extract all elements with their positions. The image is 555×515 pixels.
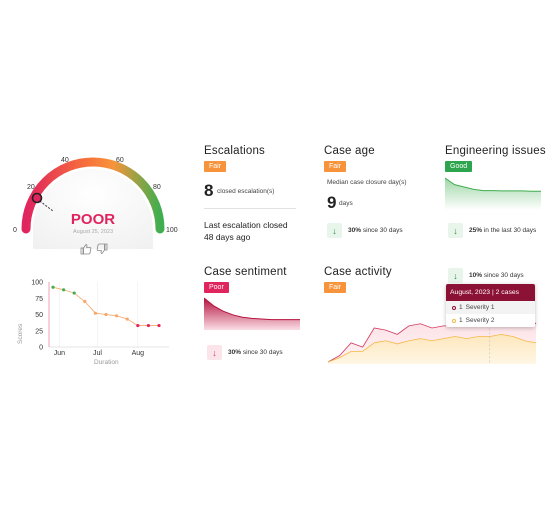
score-point: [62, 288, 66, 292]
gauge-max-label: 100: [166, 227, 178, 234]
health-gauge: 0 20 40 60 80 100: [0, 145, 190, 250]
engineering-sparkline: [444, 176, 541, 210]
score-point: [93, 311, 97, 315]
engineering-badge: Good: [445, 161, 473, 172]
sentiment-trend: ↓: [207, 345, 222, 360]
escalations-count-label: closed escalation(s): [217, 188, 275, 195]
gauge-status: POOR: [70, 211, 116, 228]
score-y-label: Scores: [17, 323, 24, 344]
score-y-tick: 25: [35, 328, 43, 335]
score-point: [157, 323, 161, 328]
last-closed-line2: 48 days ago: [204, 232, 251, 242]
score-chart: 100 75 50 25 0 Jun Jul Aug Scores Duration: [14, 272, 174, 368]
score-point: [136, 323, 140, 328]
escalations-title: Escalations: [204, 145, 266, 157]
score-point: [72, 291, 76, 295]
score-x-tick: Jul: [93, 350, 102, 357]
case-age-unit: days: [339, 200, 353, 207]
engineering-trend-text: 25% in the last 30 days: [469, 227, 537, 234]
case-age-value: 9: [327, 193, 337, 212]
score-x-tick: Aug: [132, 350, 145, 357]
engineering-title: Engineering issues: [445, 145, 546, 157]
gauge-min-label: 0: [13, 227, 17, 234]
case-age-trend: ↓: [327, 223, 342, 238]
case-age-badge: Fair: [324, 161, 347, 172]
gauge-tick-60: 60: [116, 157, 124, 164]
last-closed-line1: Last escalation closed: [204, 220, 288, 230]
escalations-badge: Fair: [204, 161, 227, 172]
sentiment-trend-text: 30% since 30 days: [228, 349, 283, 356]
escalations-count: 8: [204, 181, 214, 200]
severity-1-dot-icon: [452, 305, 456, 310]
score-y-tick: 50: [35, 312, 43, 319]
score-point: [104, 312, 108, 317]
case-age-title: Case age: [324, 145, 375, 157]
activity-badge: Fair: [324, 282, 347, 293]
score-x-label: Duration: [94, 359, 119, 366]
arrow-down-icon: ↓: [332, 225, 337, 236]
activity-trend: ↓: [448, 268, 463, 283]
score-point: [83, 299, 87, 304]
sentiment-title: Case sentiment: [204, 266, 287, 278]
score-point: [115, 314, 119, 318]
sentiment-sparkline: [203, 296, 300, 330]
case-age-median-label: Median case closure day(s): [327, 179, 407, 186]
thumbs-down-button[interactable]: [96, 242, 108, 254]
tooltip-row-severity-2: 1 Severity 2: [446, 314, 535, 327]
arrow-down-icon: ↓: [453, 270, 458, 281]
gauge-tick-40: 40: [61, 157, 69, 164]
gauge-tick-labels: 0 20 40 60 80 100: [13, 157, 178, 234]
activity-title: Case activity: [324, 266, 392, 278]
thumbs-down-icon: [96, 243, 108, 254]
activity-trend-text: 10% since 30 days: [469, 272, 524, 279]
escalations-divider: [204, 208, 296, 209]
score-y-tick: 100: [31, 280, 43, 287]
activity-tooltip: August, 2023 | 2 cases 1 Severity 1 1 Se…: [446, 284, 535, 327]
thumbs-up-icon: [80, 244, 92, 255]
arrow-down-icon: ↓: [453, 225, 458, 236]
tooltip-row-severity-1: 1 Severity 1: [446, 301, 535, 314]
thumbs-up-button[interactable]: [80, 242, 92, 255]
case-age-trend-text: 30% since 30 days: [348, 227, 403, 234]
severity-2-dot-icon: [452, 318, 456, 323]
gauge-indicator: [31, 192, 43, 204]
score-y-tick: 75: [35, 296, 43, 303]
gauge-date: August 25, 2023: [72, 229, 114, 235]
score-x-tick: Jun: [54, 350, 65, 357]
score-point: [125, 317, 129, 321]
sentiment-badge: Poor: [204, 282, 229, 293]
arrow-down-icon: ↓: [212, 347, 217, 358]
score-point: [146, 323, 150, 328]
gauge-tick-20: 20: [27, 184, 35, 191]
score-point: [51, 285, 55, 289]
score-y-tick: 0: [39, 345, 43, 352]
gauge-tick-80: 80: [153, 184, 161, 191]
engineering-trend: ↓: [448, 223, 463, 238]
escalations-last-closed: Last escalation closed 48 days ago: [204, 219, 288, 243]
tooltip-header: August, 2023 | 2 cases: [446, 284, 535, 301]
